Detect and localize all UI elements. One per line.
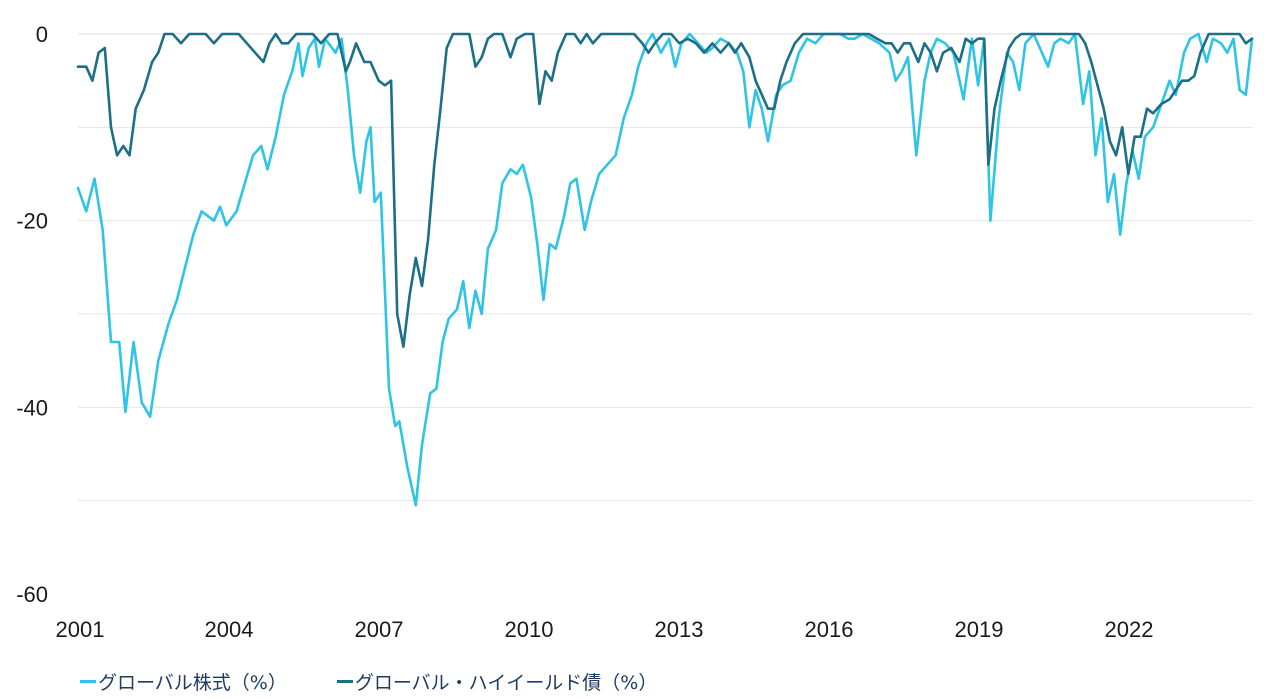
series-line-global-equity — [76, 32, 1254, 507]
y-tick-label: -40 — [16, 395, 48, 420]
legend-item-global-high-yield: グローバル・ハイイールド債（%） — [336, 668, 658, 695]
y-tick-label: 0 — [36, 22, 48, 47]
legend-item-global-equity: グローバル株式（%） — [80, 668, 287, 695]
legend-label-global-high-yield: グローバル・ハイイールド債（%） — [354, 672, 658, 694]
x-axis-ticks: 2001 2004 2007 2010 2013 2016 2019 2022 — [56, 617, 1154, 642]
x-tick-label: 2019 — [955, 617, 1004, 642]
drawdown-chart: 0-20-40-60 2001 2004 2007 2010 2013 2016 2019 2… — [16, 22, 1254, 642]
grid-lines — [78, 33, 1252, 502]
series-line-global-high-yield — [76, 32, 1254, 348]
x-tick-label: 2022 — [1105, 617, 1154, 642]
legend-label-global-equity: グローバル株式（%） — [98, 672, 287, 694]
y-axis-ticks: 0 -20 -40 -60 — [16, 22, 48, 607]
x-tick-label: 2010 — [505, 617, 554, 642]
chart-legend: グローバル株式（%） グローバル・ハイイールド債（%） — [80, 668, 657, 695]
y-tick-label: -60 — [16, 582, 48, 607]
series-lines — [76, 32, 1254, 507]
x-tick-label: 2013 — [655, 617, 704, 642]
x-tick-label: 2004 — [205, 617, 254, 642]
legend-swatch-global-high-yield — [336, 680, 353, 683]
y-tick-label: -20 — [16, 209, 48, 234]
x-tick-label: 2007 — [355, 617, 404, 642]
x-tick-label: 2016 — [805, 617, 854, 642]
x-tick-label: 2001 — [56, 617, 105, 642]
legend-swatch-global-equity — [80, 680, 96, 683]
